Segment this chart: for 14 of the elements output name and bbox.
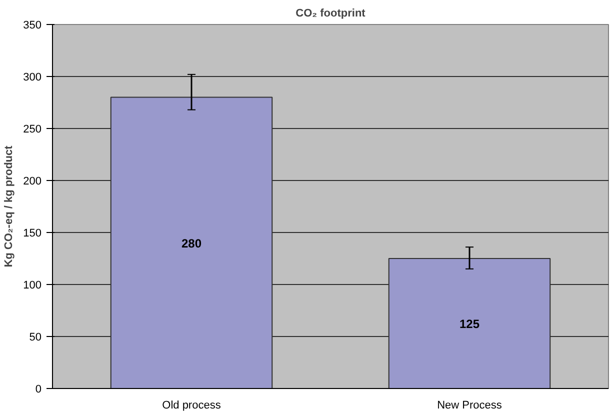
data-label: 280 xyxy=(181,236,202,250)
y-tick-label: 200 xyxy=(23,176,42,188)
chart-title: CO₂ footprint xyxy=(296,8,366,20)
y-tick-label: 50 xyxy=(29,332,42,344)
x-tick-label: Old process xyxy=(162,400,222,412)
y-tick-label: 250 xyxy=(23,124,42,136)
y-axis-title: Kg CO₂-eq / kg product xyxy=(3,145,16,268)
data-label: 125 xyxy=(459,317,480,331)
y-tick-label: 150 xyxy=(23,228,42,240)
y-tick-label: 300 xyxy=(23,72,42,84)
y-tick-label: 100 xyxy=(23,280,42,292)
y-tick-label: 0 xyxy=(35,384,42,396)
y-tick-label: 350 xyxy=(23,20,42,32)
x-tick-label: New Process xyxy=(437,400,502,412)
